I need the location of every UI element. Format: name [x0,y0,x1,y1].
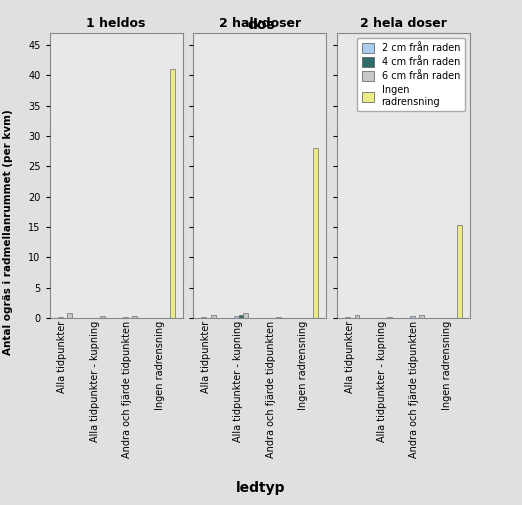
Bar [243,313,248,318]
Bar [234,316,239,318]
Bar [420,315,424,318]
Bar [133,316,137,318]
Bar [67,313,73,318]
Bar [211,315,216,318]
Bar [276,317,281,318]
Bar [387,317,392,318]
Title: 2 halvdoser: 2 halvdoser [219,17,301,30]
Bar [58,317,63,318]
Bar [239,315,243,318]
Bar [123,317,127,318]
Bar [354,315,360,318]
Title: 1 heldos: 1 heldos [87,17,146,30]
Legend: 2 cm från raden, 4 cm från raden, 6 cm från raden, Ingen
radrensning: 2 cm från raden, 4 cm från raden, 6 cm f… [357,38,465,112]
Title: 2 hela doser: 2 hela doser [360,17,447,30]
Bar [313,148,318,318]
Bar [410,316,414,318]
Bar [345,317,350,318]
Text: ledtyp: ledtyp [236,481,286,495]
Text: dos: dos [247,18,275,32]
Bar [100,316,105,318]
Bar [170,69,174,318]
Text: Antal ogräs i radmellanrummet (per kvm): Antal ogräs i radmellanrummet (per kvm) [3,110,13,355]
Bar [457,225,461,318]
Bar [201,317,206,318]
